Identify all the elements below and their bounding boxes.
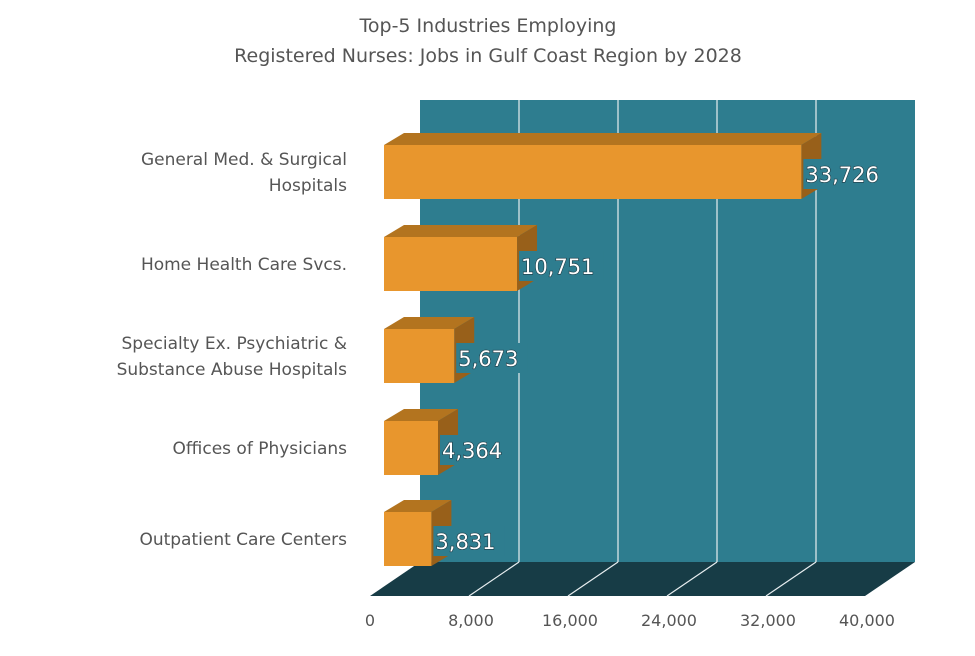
data-label-bg xyxy=(456,343,528,373)
bar-front xyxy=(384,329,455,383)
data-label: 10,751 xyxy=(521,255,594,279)
bar-front xyxy=(384,512,432,566)
bar-front xyxy=(384,237,518,291)
floor-panel xyxy=(370,562,915,596)
x-tick-label: 32,000 xyxy=(740,611,796,630)
gridline-floor xyxy=(567,561,619,597)
x-tick-label: 40,000 xyxy=(839,611,895,630)
data-label-bg xyxy=(433,526,505,556)
bar-front xyxy=(384,145,802,199)
bar: 4,364 xyxy=(384,409,512,475)
data-label: 5,673 xyxy=(458,347,518,371)
data-label: 3,831 xyxy=(435,530,495,554)
category-label: Specialty Ex. Psychiatric & xyxy=(121,334,347,354)
data-label: 33,726 xyxy=(805,163,878,187)
category-label: Offices of Physicians xyxy=(173,439,348,459)
category-label: Home Health Care Svcs. xyxy=(141,255,347,275)
data-label: 4,364 xyxy=(442,439,502,463)
bar: 5,673 xyxy=(384,317,528,383)
bar-top xyxy=(384,409,459,421)
gridline-floor xyxy=(666,561,718,597)
data-label-bg xyxy=(803,159,888,189)
bar: 10,751 xyxy=(384,225,604,291)
x-tick-label: 16,000 xyxy=(542,611,598,630)
bar-top xyxy=(384,133,822,145)
gridline-floor xyxy=(765,561,817,597)
bar: 33,726 xyxy=(384,133,888,199)
bars: 33,726 10,751 5,673 4,364 3,831 xyxy=(384,133,888,566)
data-label-bg xyxy=(519,251,604,281)
x-tick-label: 24,000 xyxy=(641,611,697,630)
floor xyxy=(370,561,915,597)
data-label-bg xyxy=(440,435,512,465)
category-label: Substance Abuse Hospitals xyxy=(117,360,348,380)
bar-top xyxy=(384,500,452,512)
bar-front xyxy=(384,421,439,475)
x-tick-label: 0 xyxy=(365,611,375,630)
category-label: General Med. & Surgical xyxy=(141,150,347,170)
chart-title-line-2: Registered Nurses: Jobs in Gulf Coast Re… xyxy=(234,45,742,67)
x-tick-label: 8,000 xyxy=(448,611,494,630)
bar-top xyxy=(384,225,538,237)
bar: 3,831 xyxy=(384,500,505,566)
x-axis-ticks: 0 8,000 16,000 24,000 32,000 40,000 xyxy=(365,611,895,630)
category-label: Outpatient Care Centers xyxy=(139,530,347,550)
category-label: Hospitals xyxy=(269,176,347,196)
category-labels: General Med. & Surgical Hospitals Home Hea… xyxy=(117,150,348,550)
bar-top xyxy=(384,317,475,329)
chart-title-line-1: Top-5 Industries Employing xyxy=(359,15,617,37)
gridline-floor xyxy=(468,561,520,597)
